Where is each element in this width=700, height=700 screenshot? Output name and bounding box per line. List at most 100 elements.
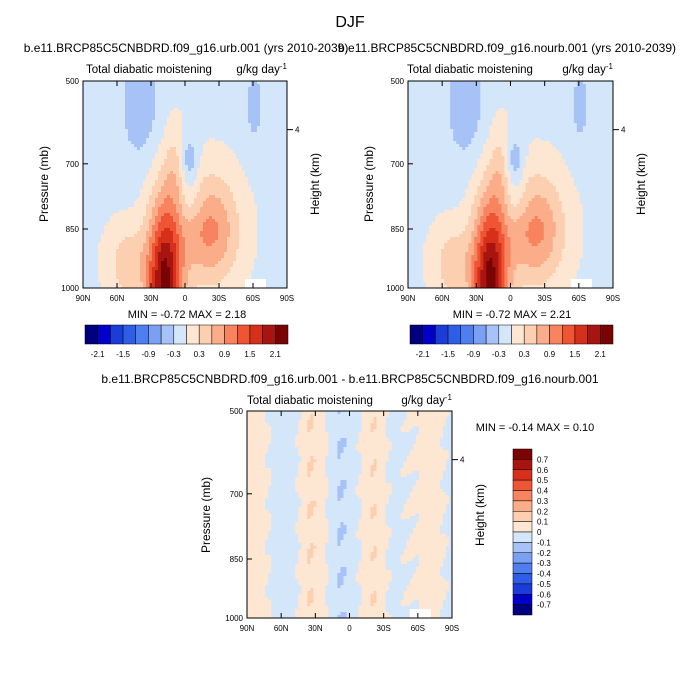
- field-cell: [176, 174, 180, 178]
- field-cell: [86, 153, 90, 157]
- field-cell: [275, 207, 279, 211]
- field-cell: [140, 246, 144, 250]
- field-cell: [95, 279, 99, 283]
- field-cell: [233, 87, 237, 91]
- field-cell: [284, 174, 288, 178]
- field-cell: [167, 96, 171, 100]
- field-cell: [233, 141, 237, 145]
- field-cell: [116, 144, 120, 148]
- field-cell: [128, 129, 132, 133]
- field-cell: [140, 171, 144, 175]
- field-cell: [92, 246, 96, 250]
- field-cell: [134, 132, 138, 136]
- field-cell: [182, 114, 186, 118]
- field-cell: [275, 285, 279, 289]
- field-cell: [603, 87, 608, 91]
- field-cell: [86, 129, 90, 133]
- field-cell: [191, 81, 195, 85]
- field-cell: [197, 213, 201, 217]
- field-cell: [128, 228, 132, 232]
- field-cell: [254, 90, 258, 94]
- field-cell: [272, 150, 276, 154]
- field-cell: [462, 84, 466, 88]
- field-cell: [95, 216, 99, 220]
- field-cell: [218, 135, 222, 139]
- field-cell: [167, 90, 171, 94]
- field-cell: [245, 108, 249, 112]
- field-cell: [173, 168, 177, 172]
- field-cell: [134, 213, 138, 217]
- field-cell: [116, 141, 120, 145]
- field-cell: [215, 222, 219, 226]
- field-cell: [206, 279, 210, 283]
- field-cell: [119, 153, 123, 157]
- field-cell: [179, 153, 183, 157]
- field-cell: [242, 108, 246, 112]
- field-cell: [122, 120, 126, 124]
- field-cell: [158, 90, 162, 94]
- field-cell: [227, 102, 231, 106]
- field-cell: [134, 249, 138, 253]
- field-cell: [149, 204, 153, 208]
- field-cell: [113, 192, 117, 196]
- field-cell: [110, 270, 114, 274]
- field-cell: [140, 228, 144, 232]
- field-cell: [194, 81, 198, 85]
- field-cell: [137, 252, 141, 256]
- field-cell: [254, 105, 258, 109]
- field-cell: [200, 180, 204, 184]
- field-cell: [269, 90, 273, 94]
- field-cell: [227, 222, 231, 226]
- field-cell: [224, 255, 228, 259]
- field-cell: [227, 231, 231, 235]
- field-cell: [116, 258, 120, 262]
- field-cell: [197, 93, 201, 97]
- field-cell: [119, 108, 123, 112]
- field-cell: [188, 249, 192, 253]
- field-cell: [149, 273, 153, 277]
- field-cell: [209, 201, 213, 205]
- field-cell: [143, 210, 147, 214]
- field-cell: [161, 87, 165, 91]
- field-cell: [104, 132, 108, 136]
- field-cell: [155, 129, 159, 133]
- field-cell: [245, 135, 249, 139]
- field-cell: [164, 87, 168, 91]
- field-cell: [212, 102, 216, 106]
- field-cell: [185, 132, 189, 136]
- field-cell: [146, 156, 150, 160]
- field-cell: [185, 156, 189, 160]
- field-cell: [233, 99, 237, 103]
- field-cell: [233, 138, 237, 142]
- field-cell: [281, 231, 285, 235]
- field-cell: [155, 258, 159, 262]
- field-cell: [179, 81, 183, 85]
- field-cell: [167, 141, 171, 145]
- field-cell: [269, 144, 273, 148]
- field-cell: [272, 171, 276, 175]
- field-cell: [239, 114, 243, 118]
- field-cell: [266, 246, 270, 250]
- field-cell: [161, 219, 165, 223]
- field-cell: [284, 93, 288, 97]
- field-cell: [86, 135, 90, 139]
- field-cell: [122, 153, 126, 157]
- field-cell: [224, 159, 228, 163]
- field-cell: [185, 180, 189, 184]
- field-cell: [263, 276, 267, 280]
- field-cell: [131, 270, 135, 274]
- field-cell: [248, 246, 252, 250]
- field-cell: [221, 282, 225, 286]
- field-cell: [594, 81, 599, 85]
- field-cell: [89, 213, 93, 217]
- field-cell: [122, 165, 126, 169]
- y-tick-label: 1000: [61, 284, 79, 293]
- field-cell: [200, 201, 204, 205]
- field-cell: [248, 207, 252, 211]
- field-cell: [200, 141, 204, 145]
- field-cell: [155, 117, 159, 121]
- y-tick-label: 850: [66, 225, 80, 234]
- field-cell: [152, 153, 156, 157]
- field-cell: [164, 144, 168, 148]
- field-cell: [149, 261, 153, 265]
